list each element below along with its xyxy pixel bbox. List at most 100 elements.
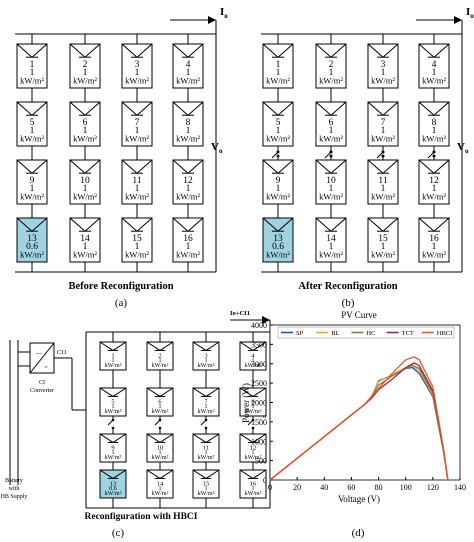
module-diagonal-right — [187, 159, 204, 174]
module-diagonal-left — [69, 101, 86, 116]
module-irradiance: 1 — [186, 184, 191, 194]
module-number: 1 — [276, 60, 281, 70]
module-diagonal-right — [159, 387, 174, 397]
module-diagonal-right — [382, 159, 399, 174]
module-unit: kW/m² — [152, 409, 169, 415]
module-irradiance: 1 — [83, 242, 88, 252]
module-diagonal-right — [205, 387, 220, 397]
module-diagonal-left — [121, 43, 138, 58]
panel-label-d: (d) — [352, 527, 365, 539]
module-box — [192, 469, 220, 499]
module-irradiance: 0.6 — [109, 486, 117, 492]
module-unit: kW/m² — [105, 455, 122, 461]
module-irradiance: 1 — [205, 404, 208, 410]
module-unit: kW/m² — [105, 409, 122, 415]
module-irradiance: 1 — [30, 126, 35, 136]
module-diagonal-left — [16, 101, 33, 116]
module-unit: kW/m² — [371, 134, 395, 144]
module-diagonal-left — [239, 433, 254, 443]
module-box — [146, 341, 174, 371]
module-diagonal-left — [262, 217, 279, 232]
module-number: 16 — [250, 480, 257, 487]
module-diagonal-left — [239, 387, 254, 397]
module-diagonal-right — [187, 217, 204, 232]
legend-label-hbci: HBCI — [437, 330, 453, 337]
switch-blade — [376, 151, 384, 159]
module-irradiance: 1 — [432, 184, 437, 194]
module-number: 11 — [203, 444, 209, 451]
label-vo: Vo — [457, 141, 469, 155]
module-unit: kW/m² — [125, 134, 149, 144]
module-number: 15 — [378, 234, 388, 244]
module-box — [418, 101, 450, 147]
module-irradiance: 1 — [30, 184, 35, 194]
legend-label-tct: TCT — [402, 330, 414, 337]
module-number: 5 — [276, 118, 281, 128]
module-irradiance: 1 — [186, 68, 191, 78]
module-diagonal-left — [367, 101, 384, 116]
y-tick-label: 0 — [263, 476, 267, 485]
module-box — [99, 433, 127, 463]
module-diagonal-right — [84, 159, 101, 174]
x-tick-label: 140 — [454, 483, 466, 492]
chart-title: PV Curve — [341, 310, 377, 320]
module-diagonal-right — [187, 101, 204, 116]
module-number: 9 — [111, 444, 114, 451]
module-number: 9 — [276, 176, 281, 186]
module-diagonal-right — [277, 101, 294, 116]
module-diagonal-right — [330, 101, 347, 116]
module-irradiance: 1 — [83, 126, 88, 136]
module-unit: kW/m² — [319, 76, 343, 86]
module-box — [121, 217, 153, 263]
module-diagonal-left — [172, 217, 189, 232]
module-box — [16, 159, 48, 205]
module-irradiance: 1 — [135, 242, 140, 252]
module-diagonal-right — [330, 217, 347, 232]
module-irradiance: 1 — [205, 450, 208, 456]
module-number: 4 — [432, 60, 437, 70]
module-unit: kW/m² — [319, 192, 343, 202]
module-diagonal-right — [187, 43, 204, 58]
y-tick-label: 2000 — [251, 399, 267, 408]
module-diagonal-right — [277, 159, 294, 174]
module-diagonal-left — [172, 101, 189, 116]
module-number: 9 — [30, 176, 35, 186]
module-box — [239, 469, 267, 499]
module-diagonal-left — [121, 101, 138, 116]
chart-xlabel: Voltage (V) — [338, 494, 380, 504]
battery-label-3: HB Supply — [1, 494, 28, 500]
module-diagonal-right — [205, 469, 220, 479]
x-tick-label: 0 — [268, 483, 272, 492]
module-diagonal-right — [433, 101, 450, 116]
module-unit: kW/m² — [371, 192, 395, 202]
converter-label-1: CI — [39, 380, 45, 386]
module-diagonal-left — [315, 159, 332, 174]
module-diagonal-right — [136, 43, 153, 58]
module-diagonal-left — [16, 159, 33, 174]
module-irradiance: 1 — [381, 184, 386, 194]
module-unit: kW/m² — [245, 409, 262, 415]
x-tick-label: 20 — [293, 483, 301, 492]
converter-diagonal — [29, 342, 55, 374]
module-unit: kW/m² — [198, 455, 215, 461]
y-tick-label: 500 — [255, 457, 267, 466]
module-unit: kW/m² — [198, 491, 215, 497]
module-unit: kW/m² — [125, 250, 149, 260]
module-irradiance: 1 — [276, 126, 281, 136]
module-irradiance: 1 — [186, 126, 191, 136]
module-unit: kW/m² — [105, 491, 122, 497]
module-diagonal-left — [418, 217, 435, 232]
module-unit: kW/m² — [319, 134, 343, 144]
legend-label-hc: HC — [366, 330, 375, 337]
